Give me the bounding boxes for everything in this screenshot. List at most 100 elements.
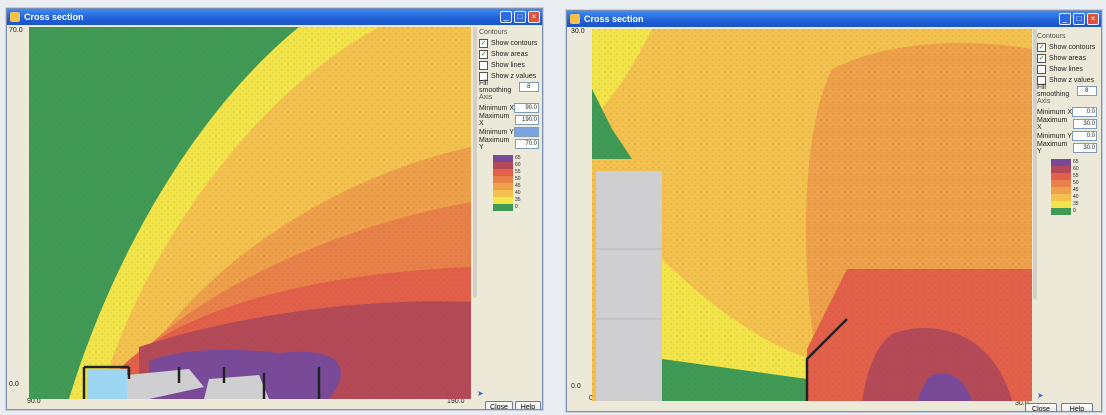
title-bar[interactable]: Cross section _ □ × [7, 9, 542, 25]
show-areas-checkbox[interactable]: ✓ Show areas [479, 49, 528, 59]
legend-row: 50 [493, 176, 539, 183]
legend-row: 45 [1051, 187, 1097, 194]
max-y-field[interactable]: 30.0 [1072, 143, 1097, 153]
show-contours-checkbox[interactable]: ✓ Show contours [479, 38, 538, 48]
min-y-field[interactable] [514, 127, 539, 137]
y-min-label: 0.0 [571, 383, 581, 390]
max-x-field[interactable]: 190.0 [514, 115, 539, 125]
y-max-label: 70.0 [9, 27, 23, 34]
legend-row: 50 [1051, 180, 1097, 187]
min-x-field[interactable]: 90.0 [514, 103, 539, 113]
max-y-field[interactable]: 70.0 [514, 139, 539, 149]
checkbox-icon[interactable]: ✓ [479, 49, 488, 59]
y-min-label: 0.0 [9, 381, 19, 388]
maximize-icon[interactable]: □ [1073, 13, 1085, 25]
minimize-icon[interactable]: _ [1059, 13, 1071, 25]
legend-row: 45 [493, 183, 539, 190]
checkbox-icon[interactable]: ✓ [1037, 42, 1046, 52]
min-x-row: Minimum X 0.0 [1037, 107, 1097, 117]
contours-group-title: Contours [479, 29, 508, 36]
legend-row: 55 [1051, 173, 1097, 180]
legend-row: 60 [1051, 166, 1097, 173]
close-icon[interactable]: × [1087, 13, 1099, 25]
help-button[interactable]: Help [1061, 403, 1093, 411]
panel-scrollbar[interactable] [1033, 29, 1037, 299]
building-gray-2 [204, 375, 269, 399]
axis-group-title: Axis [1037, 98, 1051, 105]
fill-smoothing-row: Fill smoothing 8 [479, 80, 539, 94]
checkbox-icon[interactable] [1037, 64, 1046, 74]
legend-row: 55 [493, 169, 539, 176]
help-button[interactable]: Help [515, 401, 541, 409]
legend-row: 65 [493, 155, 539, 162]
building-block [596, 171, 662, 401]
legend-row: 40 [493, 190, 539, 197]
contour-plot[interactable] [592, 29, 1032, 401]
panel-scrollbar[interactable] [473, 27, 477, 297]
building-light-blue [87, 369, 127, 399]
fill-smoothing-spinner[interactable]: 8 [1076, 86, 1097, 96]
min-y-row: Minimum Y [479, 127, 539, 137]
legend-row: 40 [1051, 194, 1097, 201]
cross-section-window-1: Cross section _ □ × 70.0 0.0 90.0 190.0 [6, 8, 543, 410]
minimize-icon[interactable]: _ [500, 11, 512, 23]
contours-group-title: Contours [1037, 33, 1066, 40]
app-icon [570, 14, 580, 24]
show-areas-checkbox[interactable]: ✓ Show areas [1037, 53, 1086, 63]
show-z-values-checkbox[interactable]: Show z values [1037, 75, 1097, 85]
max-y-row: Maximum Y 70.0 [479, 137, 539, 151]
y-max-label: 30.0 [571, 28, 585, 35]
legend-row: 0 [493, 204, 539, 211]
building-gray [127, 369, 204, 399]
show-lines-checkbox[interactable]: Show lines [1037, 64, 1097, 74]
contour-plot[interactable] [29, 27, 471, 399]
maximize-icon[interactable]: □ [514, 11, 526, 23]
show-lines-checkbox[interactable]: Show lines [479, 60, 539, 70]
max-x-row: Maximum X 30.0 [1037, 117, 1097, 131]
options-panel: Contours ✓ Show contours ✓ Show areas Show… [479, 27, 539, 211]
legend-row: 35 [493, 197, 539, 204]
x-max-label: 190.0 [447, 398, 465, 405]
building-floor-lines [596, 248, 662, 320]
x-max-label: 30.0 [1015, 400, 1029, 407]
fill-smoothing-spinner[interactable]: 8 [518, 82, 539, 92]
legend-row: 35 [1051, 201, 1097, 208]
show-contours-checkbox[interactable]: ✓ Show contours [1037, 42, 1096, 52]
checkbox-icon[interactable] [1037, 75, 1046, 85]
window-title: Cross section [24, 12, 84, 22]
max-x-field[interactable]: 30.0 [1072, 119, 1097, 129]
checkbox-icon[interactable]: ✓ [1037, 53, 1046, 63]
arrow-icon[interactable]: ➤ [477, 389, 484, 398]
close-icon[interactable]: × [528, 11, 540, 23]
color-legend: 65 60 55 50 45 40 35 0 [1051, 159, 1097, 215]
show-z-values-checkbox[interactable]: Show z values [479, 71, 539, 81]
close-button[interactable]: Close [1025, 403, 1057, 411]
contour-map [592, 29, 1032, 401]
app-icon [10, 12, 20, 22]
legend-row: 60 [493, 162, 539, 169]
x-min-label: 90.0 [27, 398, 41, 405]
max-y-row: Maximum Y 30.0 [1037, 141, 1097, 155]
checkbox-icon[interactable] [479, 71, 488, 81]
window-title: Cross section [584, 14, 644, 24]
arrow-icon[interactable]: ➤ [1037, 391, 1044, 400]
color-legend: 65 60 55 50 45 40 35 0 [493, 155, 539, 211]
max-x-row: Maximum X 190.0 [479, 113, 539, 127]
checkbox-icon[interactable] [479, 60, 488, 70]
barrier-line [805, 318, 848, 401]
contour-map [29, 27, 471, 399]
legend-row: 0 [1051, 208, 1097, 215]
fill-smoothing-row: Fill smoothing 8 [1037, 84, 1097, 98]
legend-row: 65 [1051, 159, 1097, 166]
cross-section-window-2: Cross section _ □ × 30.0 0.0 0.0 30.0 [566, 10, 1102, 412]
min-y-field[interactable]: 0.0 [1072, 131, 1097, 141]
title-bar[interactable]: Cross section _ □ × [567, 11, 1101, 27]
checkbox-icon[interactable]: ✓ [479, 38, 488, 48]
close-button[interactable]: Close [485, 401, 513, 409]
min-x-row: Minimum X 90.0 [479, 103, 539, 113]
dot-overlay [592, 29, 1032, 401]
axis-group-title: Axis [479, 94, 493, 101]
min-x-field[interactable]: 0.0 [1072, 107, 1097, 117]
min-y-row: Minimum Y 0.0 [1037, 131, 1097, 141]
wall-lines [82, 365, 321, 399]
